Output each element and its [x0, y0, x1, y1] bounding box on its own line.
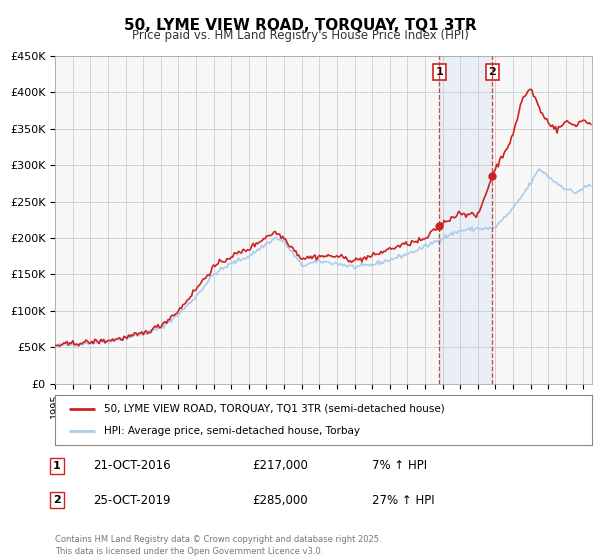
- Text: 25-OCT-2019: 25-OCT-2019: [93, 493, 170, 507]
- Text: £285,000: £285,000: [252, 493, 308, 507]
- Text: 50, LYME VIEW ROAD, TORQUAY, TQ1 3TR: 50, LYME VIEW ROAD, TORQUAY, TQ1 3TR: [124, 18, 476, 33]
- Text: 27% ↑ HPI: 27% ↑ HPI: [372, 493, 434, 507]
- Text: 1: 1: [53, 461, 61, 471]
- Text: 2: 2: [53, 495, 61, 505]
- Bar: [439, 56, 492, 384]
- Text: HPI: Average price, semi-detached house, Torbay: HPI: Average price, semi-detached house,…: [104, 426, 359, 436]
- Text: 50, LYME VIEW ROAD, TORQUAY, TQ1 3TR (semi-detached house): 50, LYME VIEW ROAD, TORQUAY, TQ1 3TR (se…: [104, 404, 444, 414]
- Text: Price paid vs. HM Land Registry's House Price Index (HPI): Price paid vs. HM Land Registry's House …: [131, 29, 469, 42]
- Text: 21-OCT-2016: 21-OCT-2016: [93, 459, 170, 473]
- Text: 7% ↑ HPI: 7% ↑ HPI: [372, 459, 427, 473]
- Text: 2: 2: [488, 67, 496, 77]
- Text: £217,000: £217,000: [252, 459, 308, 473]
- Text: Contains HM Land Registry data © Crown copyright and database right 2025.
This d: Contains HM Land Registry data © Crown c…: [55, 535, 382, 556]
- Text: 1: 1: [436, 67, 443, 77]
